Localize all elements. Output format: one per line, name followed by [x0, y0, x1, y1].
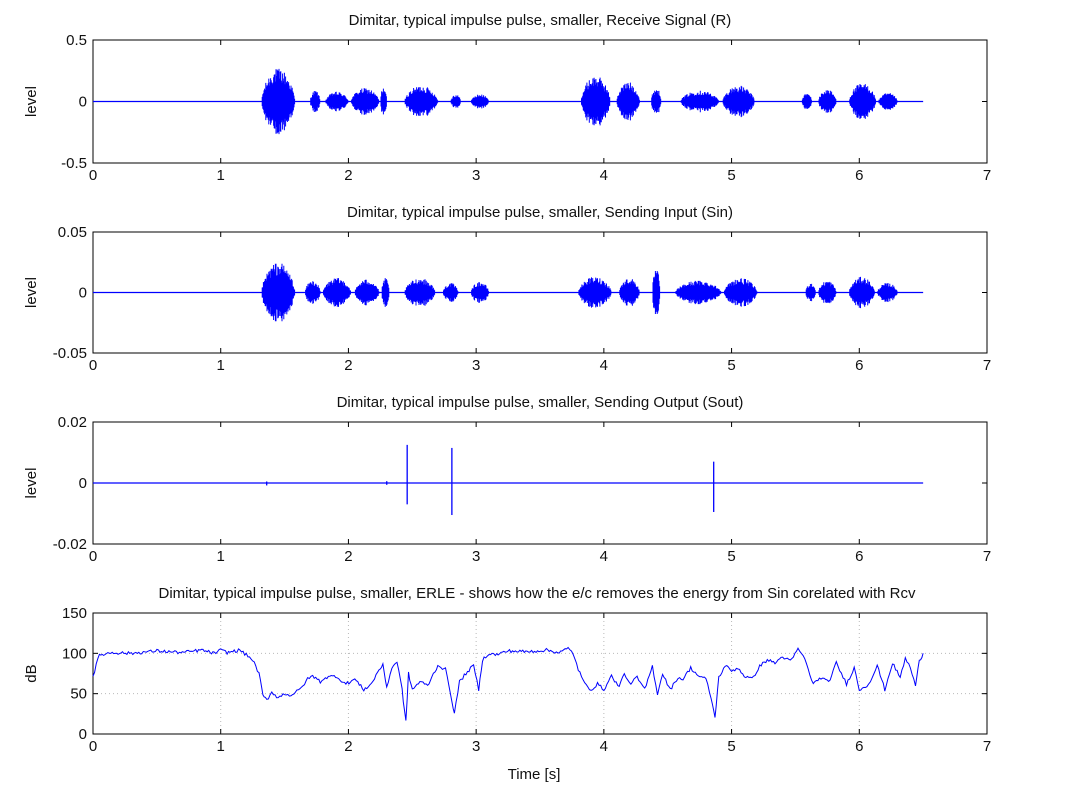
series-trace: [92, 646, 924, 721]
erle-line: [92, 646, 924, 721]
x-tick-label: 3: [472, 738, 480, 755]
y-tick-label: -0.05: [53, 345, 87, 362]
waveform-burst: [877, 283, 899, 302]
y-tick-label: 150: [62, 605, 87, 622]
x-tick-label: 1: [217, 548, 225, 565]
waveform-burst: [323, 278, 351, 307]
y-tick-label: 0.5: [66, 32, 87, 49]
waveform-burst: [619, 279, 641, 306]
x-tick-label: 2: [344, 357, 352, 374]
x-tick-label: 1: [217, 357, 225, 374]
waveform-burst: [261, 68, 296, 135]
x-tick-label: 0: [89, 167, 97, 184]
waveform-burst: [578, 277, 612, 308]
y-tick-label: -0.5: [61, 155, 87, 172]
waveform-burst: [404, 279, 436, 306]
waveform-burst: [381, 278, 390, 307]
x-tick-label: 7: [983, 357, 991, 374]
x-tick-label: 2: [344, 167, 352, 184]
waveform-burst: [878, 93, 898, 110]
x-tick-label: 6: [855, 357, 863, 374]
y-tick-label: 50: [70, 686, 87, 703]
x-tick-label: 1: [217, 738, 225, 755]
x-tick-label: 3: [472, 357, 480, 374]
y-axis-label: level: [23, 468, 40, 499]
waveform-burst: [680, 90, 719, 113]
waveform-burst: [581, 77, 611, 126]
waveform-burst: [722, 85, 755, 118]
x-tick-label: 7: [983, 167, 991, 184]
x-tick-label: 7: [983, 548, 991, 565]
x-tick-label: 5: [727, 357, 735, 374]
y-tick-label: 0: [79, 94, 87, 111]
y-tick-label: 0: [79, 475, 87, 492]
y-tick-label: 0.05: [58, 224, 87, 241]
x-tick-label: 6: [855, 738, 863, 755]
x-tick-label: 2: [344, 548, 352, 565]
waveform-burst: [616, 82, 640, 121]
waveform-burst: [354, 279, 380, 306]
y-axis-label: level: [23, 86, 40, 117]
waveform-burst: [404, 87, 439, 116]
x-tick-label: 3: [472, 167, 480, 184]
x-tick-label: 0: [89, 357, 97, 374]
waveform-burst: [849, 84, 876, 119]
waveform-burst: [849, 276, 875, 309]
subplot-title: Dimitar, typical impulse pulse, smaller,…: [159, 585, 916, 602]
x-tick-label: 5: [727, 738, 735, 755]
waveform-burst: [805, 283, 817, 302]
subplot-title: Dimitar, typical impulse pulse, smaller,…: [347, 204, 733, 221]
y-tick-label: 0.02: [58, 414, 87, 431]
waveform-burst: [801, 94, 813, 109]
series-trace: [93, 68, 924, 135]
waveform-burst: [652, 271, 661, 314]
y-tick-label: 100: [62, 645, 87, 662]
x-tick-label: 2: [344, 738, 352, 755]
waveform-burst: [310, 91, 321, 112]
waveform-burst: [450, 95, 462, 108]
x-tick-label: 5: [727, 167, 735, 184]
y-tick-label: -0.02: [53, 536, 87, 553]
x-tick-label: 4: [600, 167, 608, 184]
subplot-4: 0 1 2 3 4 5 6 7 0 50 100 150 Dimitar, typical impuls…: [23, 585, 991, 783]
subplot-title: Dimitar, typical impulse pulse, smaller,…: [349, 12, 732, 29]
waveform-burst: [380, 88, 387, 115]
x-tick-label: 4: [600, 738, 608, 755]
waveform-burst: [471, 282, 489, 303]
series-trace: [93, 444, 924, 516]
waveform-burst: [443, 283, 459, 302]
x-tick-label: 0: [89, 548, 97, 565]
waveform-burst: [305, 281, 321, 304]
waveform-burst: [471, 94, 489, 109]
waveform-burst: [818, 90, 837, 113]
x-tick-label: 5: [727, 548, 735, 565]
x-tick-label: 6: [855, 548, 863, 565]
x-tick-label: 6: [855, 167, 863, 184]
x-tick-label: 3: [472, 548, 480, 565]
waveform-burst: [325, 91, 349, 112]
subplot-title: Dimitar, typical impulse pulse, smaller,…: [337, 394, 744, 411]
x-tick-label: 7: [983, 738, 991, 755]
y-tick-label: 0: [79, 285, 87, 302]
x-tick-label: 4: [600, 357, 608, 374]
x-tick-label: 1: [217, 167, 225, 184]
y-axis-label: level: [23, 277, 40, 308]
x-axis-label: Time [s]: [508, 766, 561, 783]
waveform-burst: [818, 281, 837, 304]
waveform-burst: [675, 280, 722, 305]
x-tick-label: 0: [89, 738, 97, 755]
waveform-burst: [351, 88, 380, 115]
waveform-burst: [261, 263, 296, 322]
plot-area: [92, 612, 988, 735]
y-axis-label: dB: [23, 664, 40, 682]
x-tick-label: 4: [600, 548, 608, 565]
series-trace: [93, 263, 924, 322]
waveform-burst: [724, 278, 758, 307]
waveform-burst: [651, 90, 662, 113]
y-tick-label: 0: [79, 726, 87, 743]
